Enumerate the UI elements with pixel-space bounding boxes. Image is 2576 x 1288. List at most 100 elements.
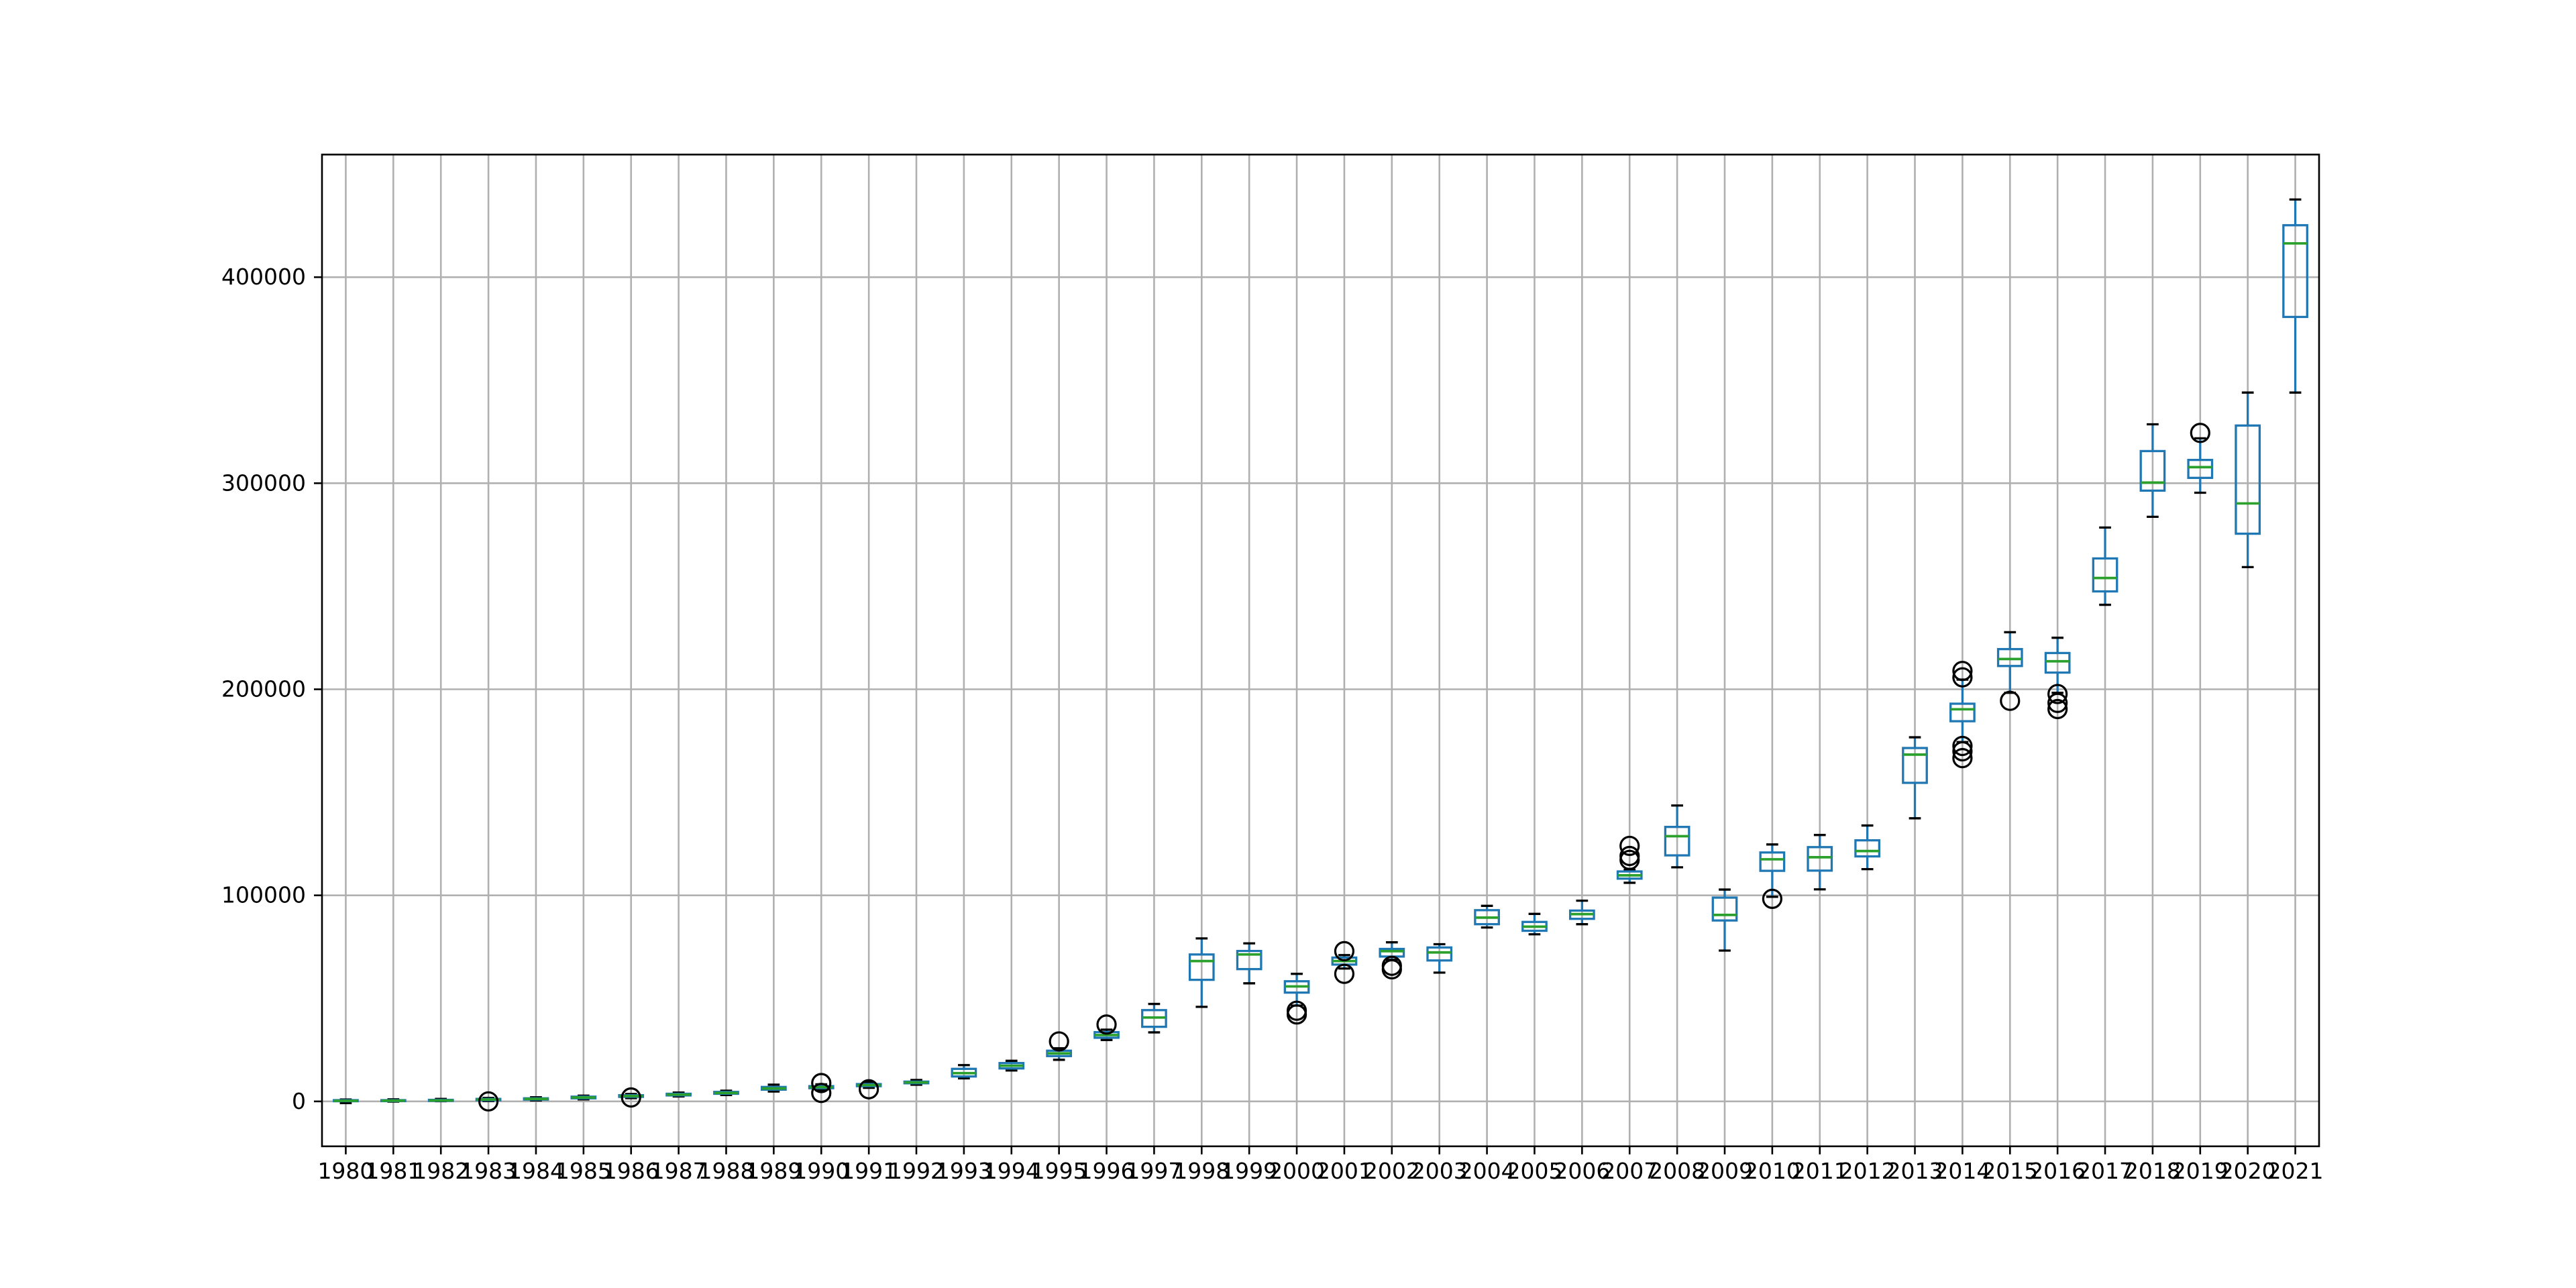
- boxplot-group-1993: [951, 1064, 977, 1080]
- x-tick-label-2005: 2005: [1506, 1158, 1562, 1184]
- x-tick-label-1986: 1986: [603, 1158, 659, 1184]
- data-layer: [333, 198, 2308, 1112]
- x-tick-label-1989: 1989: [745, 1158, 802, 1184]
- boxplot-group-1994: [998, 1059, 1025, 1072]
- x-tick-label-2020: 2020: [2220, 1158, 2276, 1184]
- x-tick-label-2014: 2014: [1934, 1158, 1990, 1184]
- outlier-2000-1: [1286, 1004, 1307, 1025]
- boxplot-group-2014: [1949, 661, 1976, 769]
- outlier-1986-0: [621, 1087, 641, 1108]
- box-2003: [1426, 946, 1453, 962]
- outlier-2014-1: [1952, 667, 1973, 688]
- boxplot-group-2008: [1664, 804, 1690, 869]
- x-tick-label-2007: 2007: [1601, 1158, 1658, 1184]
- x-tick-label-2001: 2001: [1316, 1158, 1373, 1184]
- box-2020: [2235, 424, 2261, 535]
- outlier-2014-3: [1952, 741, 1973, 762]
- boxplot-group-2015: [1996, 631, 2023, 711]
- boxplot-group-2020: [2235, 391, 2261, 569]
- outlier-2010-0: [1762, 888, 1782, 909]
- box-2012: [1854, 839, 1881, 858]
- outlier-2016-2: [2047, 698, 2068, 720]
- plot-border: [321, 154, 2320, 1148]
- boxplot-group-2017: [2092, 526, 2118, 606]
- x-tick-label-2010: 2010: [1744, 1158, 1801, 1184]
- box-2011: [1807, 846, 1833, 872]
- outlier-2014-2: [1952, 735, 1973, 757]
- boxplot-group-2012: [1854, 824, 1881, 871]
- boxplot-group-2019: [2187, 423, 2214, 494]
- box-1998: [1188, 953, 1215, 981]
- x-tick-label-2009: 2009: [1697, 1158, 1753, 1184]
- outlier-2015-0: [2000, 690, 2021, 711]
- y-tick-label-0: 0: [292, 1088, 306, 1114]
- boxplot-group-2016: [2044, 637, 2071, 720]
- x-tick-label-1982: 1982: [413, 1158, 469, 1184]
- outlier-2001-0: [1334, 941, 1355, 962]
- boxplot-group-1982: [427, 1097, 454, 1103]
- x-tick-label-1999: 1999: [1221, 1158, 1277, 1184]
- x-tick-label-2017: 2017: [2077, 1158, 2133, 1184]
- outlier-1996-0: [1096, 1014, 1117, 1035]
- box-2008: [1664, 826, 1690, 857]
- x-tick-label-1996: 1996: [1079, 1158, 1135, 1184]
- y-tick-label-400000: 400000: [221, 264, 306, 290]
- y-tick-label-300000: 300000: [221, 470, 306, 496]
- boxplot-group-1988: [713, 1089, 739, 1096]
- x-tick-label-2003: 2003: [1411, 1158, 1468, 1184]
- box-2019: [2187, 458, 2214, 479]
- boxplot-group-2009: [1711, 888, 1738, 952]
- x-tick-label-2018: 2018: [2125, 1158, 2181, 1184]
- tick-label-layer: 1980198119821983198419851986198719881989…: [221, 264, 2324, 1184]
- x-tick-label-2021: 2021: [2267, 1158, 2324, 1184]
- boxplot-group-1999: [1236, 942, 1263, 985]
- x-tick-label-2000: 2000: [1269, 1158, 1325, 1184]
- x-tick-label-1998: 1998: [1173, 1158, 1230, 1184]
- boxplot-group-2004: [1474, 904, 1500, 929]
- x-tick-label-1991: 1991: [841, 1158, 897, 1184]
- boxplot-group-1992: [903, 1079, 930, 1086]
- y-tick-label-200000: 200000: [221, 676, 306, 702]
- x-tick-label-2006: 2006: [1554, 1158, 1610, 1184]
- outlier-2007-2: [1619, 849, 1640, 870]
- boxplot-group-2018: [2139, 423, 2166, 519]
- boxplot-group-2005: [1521, 912, 1548, 936]
- box-2014: [1949, 702, 1976, 722]
- boxplot-group-1991: [855, 1079, 882, 1099]
- box-2013: [1902, 747, 1928, 784]
- x-tick-label-1984: 1984: [508, 1158, 564, 1184]
- boxplot-group-2002: [1379, 941, 1405, 980]
- x-tick-label-2013: 2013: [1887, 1158, 1943, 1184]
- x-tick-label-2019: 2019: [2172, 1158, 2229, 1184]
- grid-layer: [322, 154, 2319, 1146]
- boxplot-group-1984: [523, 1096, 549, 1102]
- box-1999: [1236, 949, 1263, 971]
- x-tick-label-1995: 1995: [1031, 1158, 1087, 1184]
- boxplot-group-2013: [1902, 736, 1928, 820]
- outlier-1991-0: [859, 1079, 879, 1099]
- outlier-2002-1: [1381, 959, 1402, 980]
- boxplot-group-1981: [380, 1098, 407, 1103]
- x-tick-label-1997: 1997: [1126, 1158, 1182, 1184]
- outlier-2001-1: [1334, 963, 1355, 984]
- x-tick-label-1994: 1994: [983, 1158, 1040, 1184]
- outlier-1990-1: [811, 1083, 832, 1104]
- x-tick-label-2015: 2015: [1982, 1158, 2038, 1184]
- outlier-2007-0: [1619, 835, 1640, 857]
- boxplot-group-1997: [1141, 1002, 1167, 1034]
- axes-layer: [314, 154, 2320, 1155]
- x-tick-label-1990: 1990: [793, 1158, 849, 1184]
- boxplot-group-1995: [1046, 1031, 1073, 1061]
- boxplot-group-2021: [2282, 198, 2308, 394]
- box-2018: [2139, 449, 2166, 492]
- x-tick-label-2008: 2008: [1649, 1158, 1705, 1184]
- outlier-2019-0: [2190, 423, 2210, 443]
- boxplot-group-1980: [333, 1098, 359, 1104]
- x-tick-label-1985: 1985: [555, 1158, 612, 1184]
- x-tick-label-2004: 2004: [1459, 1158, 1515, 1184]
- boxplot-group-2010: [1759, 843, 1786, 909]
- boxplot-group-1989: [760, 1083, 787, 1093]
- box-2017: [2092, 557, 2118, 593]
